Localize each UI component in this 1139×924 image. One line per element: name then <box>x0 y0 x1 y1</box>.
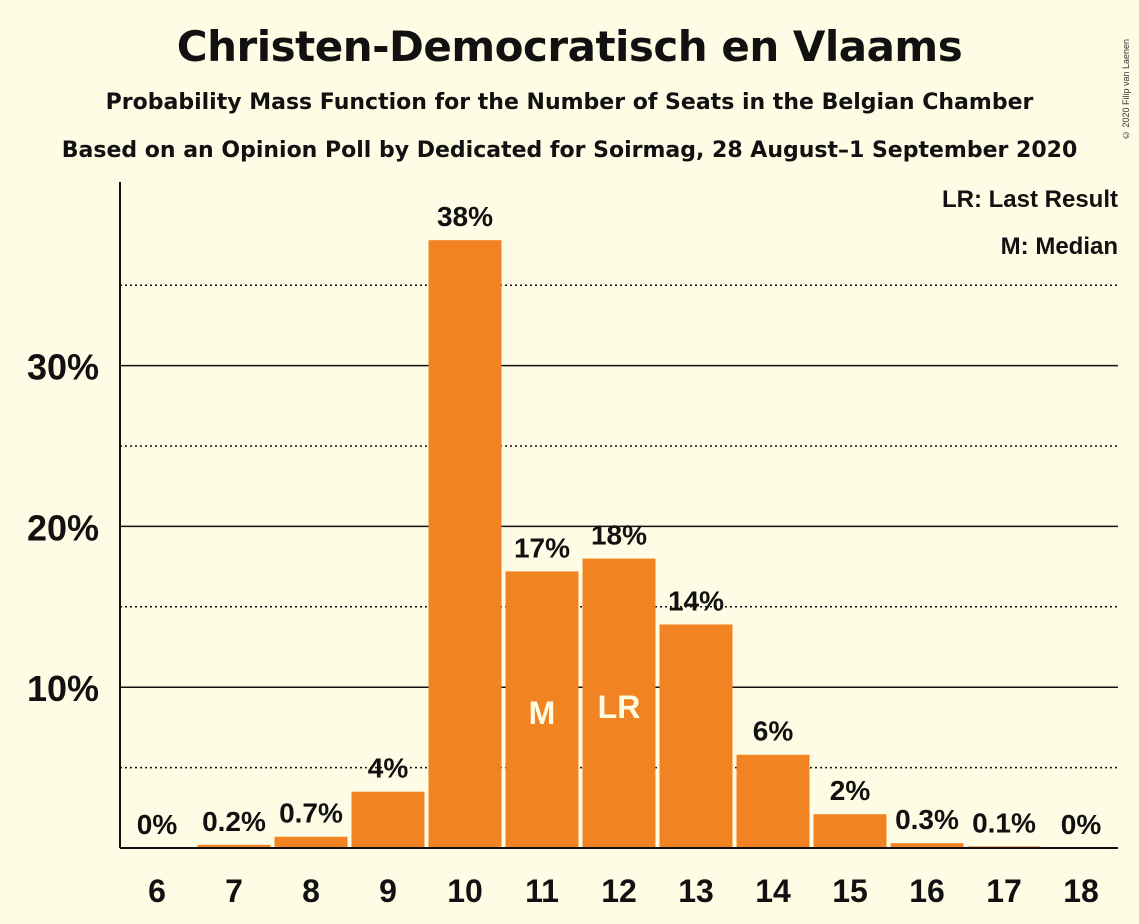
data-label: 4% <box>368 753 409 784</box>
data-label: 0% <box>137 809 178 840</box>
bar <box>505 571 579 848</box>
x-tick-label: 14 <box>755 873 791 909</box>
x-tick-label: 6 <box>148 873 166 909</box>
bar <box>582 558 656 848</box>
data-label: 0% <box>1061 809 1102 840</box>
bar <box>736 754 810 848</box>
bar <box>890 843 964 848</box>
legend-last-result: LR: Last Result <box>941 186 1118 213</box>
bar-marker-label: M <box>529 695 556 731</box>
x-tick-label: 17 <box>986 873 1022 909</box>
bar <box>274 836 348 848</box>
x-tick-label: 15 <box>832 873 868 909</box>
x-tick-label: 7 <box>225 873 243 909</box>
x-tick-label: 16 <box>909 873 945 909</box>
x-tick-label: 10 <box>447 873 483 909</box>
data-label: 0.3% <box>895 804 959 835</box>
x-tick-label: 9 <box>379 873 397 909</box>
data-label: 0.2% <box>202 806 266 837</box>
data-label: 6% <box>753 716 794 747</box>
chart-source-subtitle: Based on an Opinion Poll by Dedicated fo… <box>61 138 1078 163</box>
x-tick-label: 12 <box>601 873 637 909</box>
y-tick-label: 20% <box>27 507 99 548</box>
x-tick-label: 18 <box>1063 873 1099 909</box>
y-tick-label: 30% <box>27 347 99 388</box>
x-tick-label: 13 <box>678 873 714 909</box>
x-tick-label: 11 <box>525 873 559 909</box>
data-label: 2% <box>830 775 871 806</box>
bar <box>351 791 425 848</box>
bar <box>659 624 733 848</box>
data-label: 0.1% <box>972 807 1036 838</box>
bar <box>197 844 271 848</box>
bar <box>813 814 887 848</box>
data-label: 0.7% <box>279 798 343 829</box>
bar-marker-label: LR <box>598 689 641 725</box>
legend-median: M: Median <box>1000 233 1118 260</box>
y-tick-label: 10% <box>27 668 99 709</box>
bar <box>428 240 502 848</box>
chart-subtitle: Probability Mass Function for the Number… <box>105 90 1034 115</box>
data-label: 14% <box>668 585 724 616</box>
data-label: 18% <box>591 520 647 551</box>
data-label: 38% <box>437 201 493 232</box>
data-label: 17% <box>514 532 570 563</box>
x-tick-label: 8 <box>302 873 320 909</box>
chart-title: Christen-Democratisch en Vlaams <box>176 22 963 71</box>
